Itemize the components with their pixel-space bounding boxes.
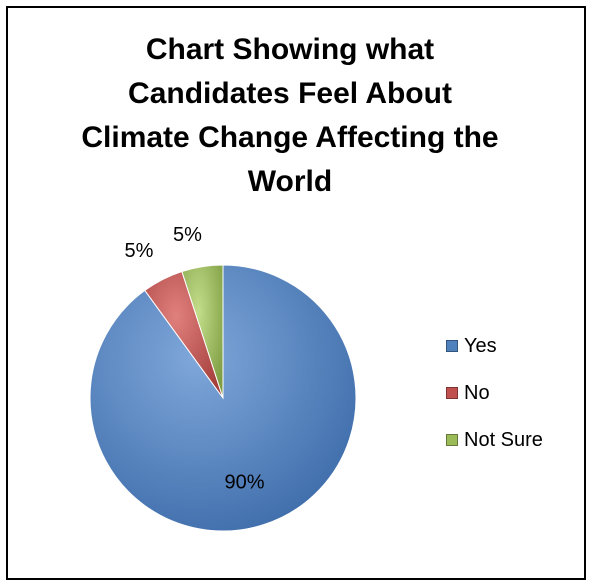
data-label-no: 5% bbox=[125, 240, 154, 262]
legend-item-not-sure: Not Sure bbox=[446, 428, 543, 452]
legend-swatch bbox=[446, 434, 458, 446]
chart-title: Chart Showing what Candidates Feel About… bbox=[40, 28, 540, 204]
legend-swatch bbox=[446, 387, 458, 399]
legend-item-yes: Yes bbox=[446, 334, 543, 358]
legend-label: Yes bbox=[464, 334, 497, 357]
chart-title-line: World bbox=[247, 165, 333, 198]
legend-swatch bbox=[446, 340, 458, 352]
chart-title-line: Climate Change Affecting the bbox=[81, 121, 499, 154]
chart-title-line: Candidates Feel About bbox=[128, 77, 452, 110]
legend-item-no: No bbox=[446, 381, 543, 405]
legend-label: No bbox=[464, 381, 490, 404]
chart-title-line: Chart Showing what bbox=[145, 33, 435, 66]
pie-slice-not-sure bbox=[181, 264, 224, 399]
data-label-yes: 90% bbox=[224, 471, 264, 493]
chart-legend: Yes No Not Sure bbox=[446, 334, 543, 475]
data-label-not-sure: 5% bbox=[173, 224, 202, 246]
legend-label: Not Sure bbox=[464, 428, 543, 451]
